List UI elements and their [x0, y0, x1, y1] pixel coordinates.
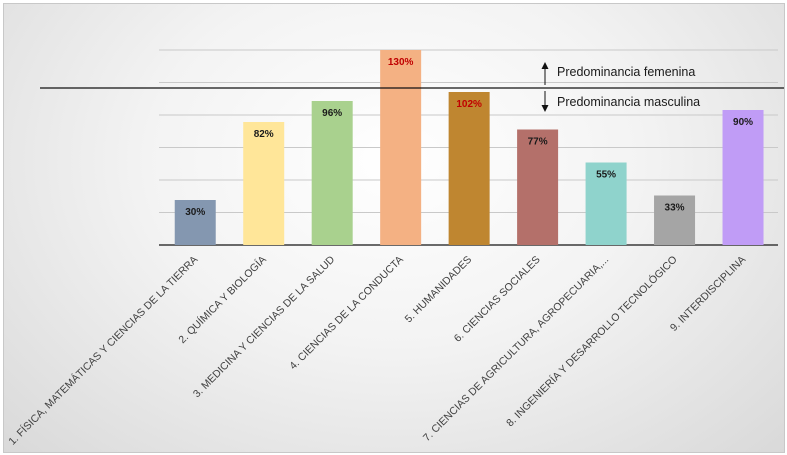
category-label: 4. CIENCIAS DE LA CONDUCTA: [287, 254, 406, 373]
data-label: 96%: [322, 108, 342, 119]
bar: [723, 110, 764, 245]
annotation-male: Predominancia masculina: [557, 95, 700, 109]
arrow-up-head: [542, 62, 549, 69]
data-label: 90%: [733, 117, 753, 128]
category-label: 5. HUMANIDADES: [403, 254, 475, 326]
data-label: 77%: [528, 137, 548, 148]
data-label: 102%: [456, 99, 482, 110]
bar: [449, 92, 490, 245]
bar: [380, 50, 421, 245]
category-label: 1. FÍSICA, MATEMÁTICAS Y CIENCIAS DE LA …: [6, 253, 201, 448]
data-label: 55%: [596, 170, 616, 181]
data-label: 33%: [665, 203, 685, 214]
arrow-down-head: [542, 105, 549, 112]
bar: [243, 122, 284, 245]
data-label: 82%: [254, 129, 274, 140]
chart-frame: 30% 82% 96% 130% 102% 77% 55% 33% 90% 1. FÍSICA,…: [3, 3, 785, 453]
category-label: 3. MEDICINA Y CIENCIAS DE LA SALUD: [191, 253, 338, 400]
bar: [312, 101, 353, 245]
data-label: 130%: [388, 57, 414, 68]
annotation-female: Predominancia femenina: [557, 65, 695, 79]
data-label: 30%: [185, 207, 205, 218]
category-label: 9. INTERDISCIPLINA: [668, 254, 748, 334]
bar-chart: 30% 82% 96% 130% 102% 77% 55% 33% 90% 1. FÍSICA,…: [4, 4, 784, 452]
